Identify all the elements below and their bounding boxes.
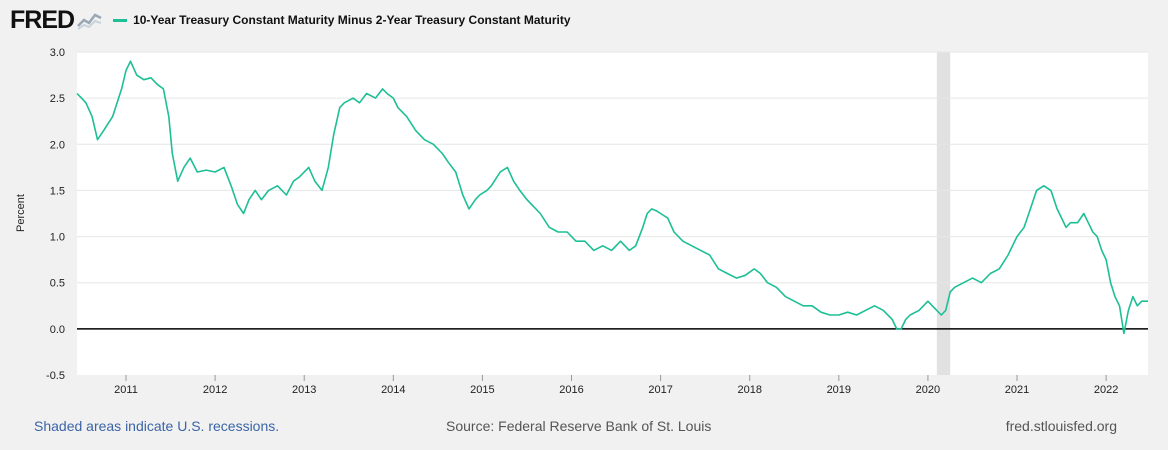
- x-tick-label: 2022: [1094, 384, 1118, 396]
- recession-shading: [936, 52, 951, 375]
- y-tick-label: 2.0: [50, 139, 65, 151]
- x-tick-label: 2017: [648, 384, 672, 396]
- series-line: [76, 60, 1148, 335]
- x-tick-label: 2021: [1005, 384, 1029, 396]
- y-tick-label: 0.0: [50, 324, 65, 336]
- series-line-layer: [76, 60, 1148, 335]
- x-tick-label: 2012: [203, 384, 227, 396]
- x-tick-label: 2013: [292, 384, 316, 396]
- y-axis-ticks: -0.5 0.0 0.5 1.0 1.5 2.0 2.5 3.0: [46, 47, 65, 382]
- x-tick-label: 2011: [114, 384, 138, 396]
- y-tick-label: 3.0: [50, 47, 65, 59]
- x-tick-label: 2020: [916, 384, 940, 396]
- recession-band: [936, 52, 951, 375]
- fred-url[interactable]: fred.stlouisfed.org: [1005, 418, 1117, 434]
- x-tick-label: 2016: [559, 384, 583, 396]
- chart-header: FRED 10-Year Treasury Constant Maturity …: [10, 6, 571, 34]
- y-tick-label: 1.5: [50, 185, 65, 197]
- y-tick-label: 0.5: [50, 278, 65, 290]
- x-axis-ticks: 2011 2012 2013 2014 2015 2016 2017 2018 2019 2020…: [114, 375, 1118, 396]
- x-tick-label: 2014: [381, 384, 405, 396]
- x-tick-label: 2019: [827, 384, 851, 396]
- y-tick-label: -0.5: [46, 370, 65, 382]
- plot-area: [77, 52, 1148, 375]
- recession-note: Shaded areas indicate U.S. recessions.: [34, 418, 280, 434]
- grid-lines: [77, 51, 1148, 330]
- series-title: 10-Year Treasury Constant Maturity Minus…: [133, 13, 571, 27]
- y-axis-label: Percent: [15, 194, 27, 232]
- y-tick-label: 2.5: [50, 93, 65, 105]
- fred-logo: FRED: [10, 6, 75, 34]
- x-tick-label: 2018: [737, 384, 761, 396]
- y-tick-label: 1.0: [50, 232, 65, 244]
- sparkline-chart-icon: [77, 10, 104, 30]
- source-text: Source: Federal Reserve Bank of St. Loui…: [446, 418, 712, 434]
- x-tick-label: 2015: [470, 384, 494, 396]
- legend-swatch: [113, 18, 128, 22]
